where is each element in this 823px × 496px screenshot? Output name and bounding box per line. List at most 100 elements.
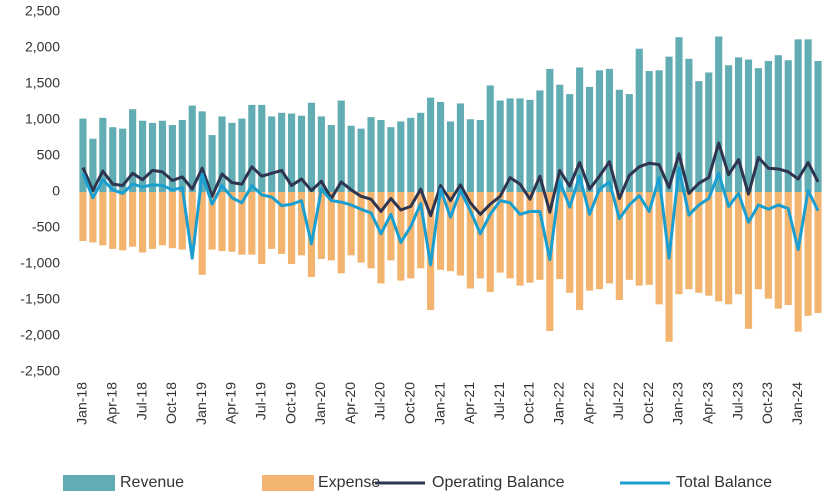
bar xyxy=(705,72,713,192)
bar xyxy=(436,102,445,192)
bar xyxy=(218,116,226,192)
bar xyxy=(476,120,484,192)
bar xyxy=(347,125,355,192)
line xyxy=(81,166,820,267)
bar xyxy=(715,36,723,193)
y-tick-label: -1,000 xyxy=(20,255,60,271)
bar xyxy=(516,98,524,192)
x-tick-label: Oct-21 xyxy=(521,382,537,424)
bar xyxy=(506,98,514,192)
bar xyxy=(158,120,167,192)
bar xyxy=(814,60,822,193)
x-tick-label: Oct-18 xyxy=(163,382,179,424)
bar xyxy=(615,89,623,192)
bar xyxy=(367,117,375,192)
x-tick-label: Jan-19 xyxy=(193,382,209,425)
bar xyxy=(794,39,802,192)
y-tick-label: 2,500 xyxy=(25,3,60,19)
bar xyxy=(327,125,335,192)
bar xyxy=(417,112,425,192)
bar xyxy=(287,192,296,264)
bar xyxy=(685,192,693,290)
bar xyxy=(744,59,753,192)
bar xyxy=(576,67,584,192)
bar xyxy=(764,192,772,299)
bar xyxy=(367,192,375,269)
bar xyxy=(576,192,584,311)
bar xyxy=(407,192,415,279)
bar xyxy=(705,192,713,296)
bar xyxy=(99,117,107,192)
y-tick-label: 2,000 xyxy=(25,39,60,55)
bar xyxy=(347,192,355,256)
bar xyxy=(268,116,276,192)
bar xyxy=(138,120,147,192)
bar xyxy=(725,192,733,305)
y-tick-label: 500 xyxy=(37,147,61,163)
bar xyxy=(357,128,365,192)
y-tick-label: -2,500 xyxy=(20,363,60,379)
bar xyxy=(764,60,772,193)
x-tick-label: Oct-20 xyxy=(401,382,417,424)
bar xyxy=(307,102,316,192)
legend-label: Revenue xyxy=(120,474,184,491)
bar xyxy=(556,84,564,192)
bar xyxy=(665,56,673,192)
x-tick-label: Jul-21 xyxy=(491,382,507,420)
bar xyxy=(337,192,345,274)
x-tick-label: Oct-19 xyxy=(282,382,298,424)
bar xyxy=(566,192,574,293)
legend-swatch xyxy=(262,475,314,491)
bar xyxy=(168,125,176,192)
bar xyxy=(566,94,574,192)
bar xyxy=(178,192,186,250)
legend-label: Operating Balance xyxy=(432,474,565,491)
bar xyxy=(307,192,316,277)
bar xyxy=(754,68,763,192)
x-tick-label: Jul-19 xyxy=(252,382,268,420)
bar xyxy=(436,192,445,270)
bar xyxy=(317,192,325,259)
bar xyxy=(178,120,186,192)
bar xyxy=(297,192,306,256)
bar xyxy=(148,192,157,249)
bar xyxy=(287,113,296,192)
bar xyxy=(585,86,594,192)
bar xyxy=(725,65,733,192)
bar xyxy=(79,118,87,192)
bar xyxy=(635,48,643,192)
bar xyxy=(278,192,286,254)
bar xyxy=(645,71,653,192)
bar xyxy=(188,192,196,246)
bar xyxy=(168,192,176,249)
bar xyxy=(397,121,405,192)
bar xyxy=(506,192,514,279)
bar xyxy=(804,192,812,316)
bar xyxy=(625,192,633,280)
bar xyxy=(109,127,117,192)
x-tick-label: Apr-19 xyxy=(223,382,239,424)
x-tick-label: Apr-18 xyxy=(103,382,119,424)
bar xyxy=(129,192,137,247)
bar xyxy=(158,192,167,246)
bar xyxy=(605,192,614,284)
bar xyxy=(456,103,465,192)
y-tick-label: 0 xyxy=(52,183,60,199)
bar xyxy=(546,192,554,331)
x-tick-label: Jan-22 xyxy=(550,382,566,425)
y-tick-label: 1,500 xyxy=(25,75,60,91)
bar xyxy=(595,192,604,290)
bar xyxy=(407,117,415,192)
bar xyxy=(645,192,653,285)
bar xyxy=(238,192,246,255)
legend-label: Expense xyxy=(318,474,380,491)
x-tick-label: Jan-18 xyxy=(74,382,90,425)
bar xyxy=(446,192,455,272)
bar xyxy=(258,104,266,192)
bar xyxy=(238,118,246,192)
bar xyxy=(397,192,405,281)
bar xyxy=(297,115,306,192)
bar xyxy=(218,192,226,252)
legend-swatch xyxy=(63,475,115,491)
y-tick-label: -500 xyxy=(32,219,60,235)
